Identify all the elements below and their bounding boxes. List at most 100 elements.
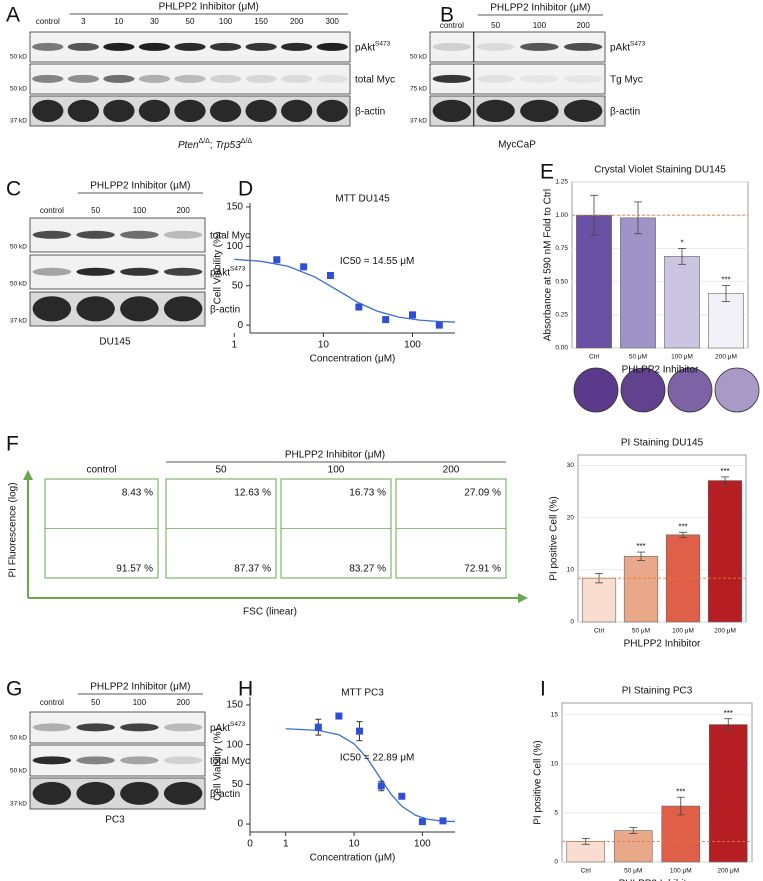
x-tick-label: 200 μM <box>717 868 739 875</box>
caption-part: Trp53 <box>215 140 241 151</box>
error-bar <box>581 838 590 845</box>
y-tick-label: 20 <box>567 514 575 521</box>
fit-curve <box>285 728 456 823</box>
size-marker: 37 kD <box>10 118 27 125</box>
chart-title: PI Staining PC3 <box>622 686 693 697</box>
lane-label: 200 <box>176 698 190 707</box>
point <box>377 782 385 790</box>
row-label-text: pAkt <box>210 267 230 278</box>
blot-band <box>120 723 159 732</box>
blot-caption: DU145 <box>99 337 131 348</box>
x-tick-label: 50 μM <box>632 628 650 635</box>
lower-percent: 91.57 % <box>116 564 153 575</box>
blot-band <box>138 74 171 83</box>
crystal-violet-dishes <box>573 367 760 413</box>
x-tick-label: 10 <box>349 839 361 850</box>
row-label-sup: S473 <box>630 41 646 48</box>
point <box>398 792 406 800</box>
row-label-text: pAkt <box>610 42 630 53</box>
blot-band <box>120 756 159 765</box>
lane-label: control <box>440 21 464 30</box>
panel-letter: F <box>6 433 19 456</box>
blot-band <box>281 99 313 123</box>
upper-percent: 12.63 % <box>234 488 271 499</box>
row-label-text: total Myc <box>210 230 250 241</box>
blot-band <box>32 99 64 123</box>
y-tick-label: 0 <box>237 819 243 830</box>
panel-letter: G <box>6 678 22 701</box>
point <box>435 321 443 329</box>
upper-percent: 8.43 % <box>122 488 153 499</box>
lane-label: control <box>40 206 64 215</box>
size-marker: 50 kD <box>10 768 27 775</box>
panel-letter: C <box>6 178 21 201</box>
lane-label: 200 <box>176 206 190 215</box>
blot-band <box>120 230 159 239</box>
blot-band <box>120 781 159 805</box>
row-label-text: Tg Myc <box>610 74 643 85</box>
blot-band <box>67 74 99 83</box>
blot-band <box>32 230 72 239</box>
bar <box>661 805 701 863</box>
blot-band <box>76 296 115 322</box>
blot-caption: PC3 <box>105 815 125 826</box>
blot-band <box>432 42 472 51</box>
x-tick-label: 100 <box>414 839 431 850</box>
panel-letters: A B C D E F G H I <box>6 4 554 701</box>
error-bar <box>676 796 685 816</box>
caption-part: Δ/Δ <box>199 138 211 145</box>
row-label-text: β-actin <box>210 789 240 800</box>
flow-axes <box>23 470 528 603</box>
y-label: Absorbance at 590 nM Fold to Ctrl <box>543 189 554 341</box>
blot-band <box>32 781 72 805</box>
row-label-text: pAkt <box>210 723 230 734</box>
upper-percent: 27.09 % <box>464 488 501 499</box>
lane-label: 3 <box>81 17 86 26</box>
row-label: pAktS473 <box>610 41 646 53</box>
bar <box>707 480 743 623</box>
blot-band <box>476 42 515 51</box>
blot-band <box>163 781 203 805</box>
blot-band <box>476 74 515 83</box>
blot-band <box>120 296 159 322</box>
blot-band <box>563 74 603 83</box>
significance: *** <box>724 709 733 718</box>
blot-band <box>174 74 206 83</box>
blot-band <box>563 99 603 123</box>
lane-label: 50 <box>491 21 500 30</box>
blot-caption: PtenΔ/Δ; Trp53Δ/Δ <box>178 138 252 150</box>
blot-band <box>103 99 135 123</box>
significance: *** <box>636 542 645 551</box>
panel-letter: A <box>6 4 20 27</box>
blot-band <box>163 756 203 765</box>
blot-band <box>32 42 64 51</box>
y-tick-label: 1.25 <box>555 179 568 186</box>
blot-band <box>245 74 277 83</box>
blot-band <box>32 267 72 276</box>
significance: *** <box>720 467 729 476</box>
y-tick-label: 0 <box>237 320 243 331</box>
y-tick-label: 150 <box>226 202 243 213</box>
row-label: β-actin <box>210 789 240 800</box>
panel-letter: H <box>238 678 253 701</box>
x-tick-label: 50 μM <box>629 354 647 361</box>
blot-band <box>432 99 472 123</box>
blot-band <box>209 42 242 51</box>
blot-title: PHLPP2 Inhibitor (μM) <box>159 2 259 13</box>
bar <box>664 256 700 349</box>
significance: * <box>680 239 683 248</box>
blot-band <box>103 74 135 83</box>
lane-label: 50 <box>186 17 195 26</box>
panel-letter: E <box>540 161 554 184</box>
point <box>439 817 447 825</box>
y-tick-label: 100 <box>226 241 243 252</box>
dish <box>667 367 713 413</box>
x-label: PHLPP2 Inhibitor <box>624 639 701 650</box>
y-tick-label: 10 <box>567 567 575 574</box>
group-label: 100 <box>328 465 345 476</box>
y-tick-label: 0 <box>554 859 558 866</box>
flow-title: PHLPP2 Inhibitor (μM) <box>285 450 385 461</box>
size-marker: 50 kD <box>10 244 27 251</box>
blot-band <box>476 99 515 123</box>
x-label: Concentration (μM) <box>310 354 396 365</box>
